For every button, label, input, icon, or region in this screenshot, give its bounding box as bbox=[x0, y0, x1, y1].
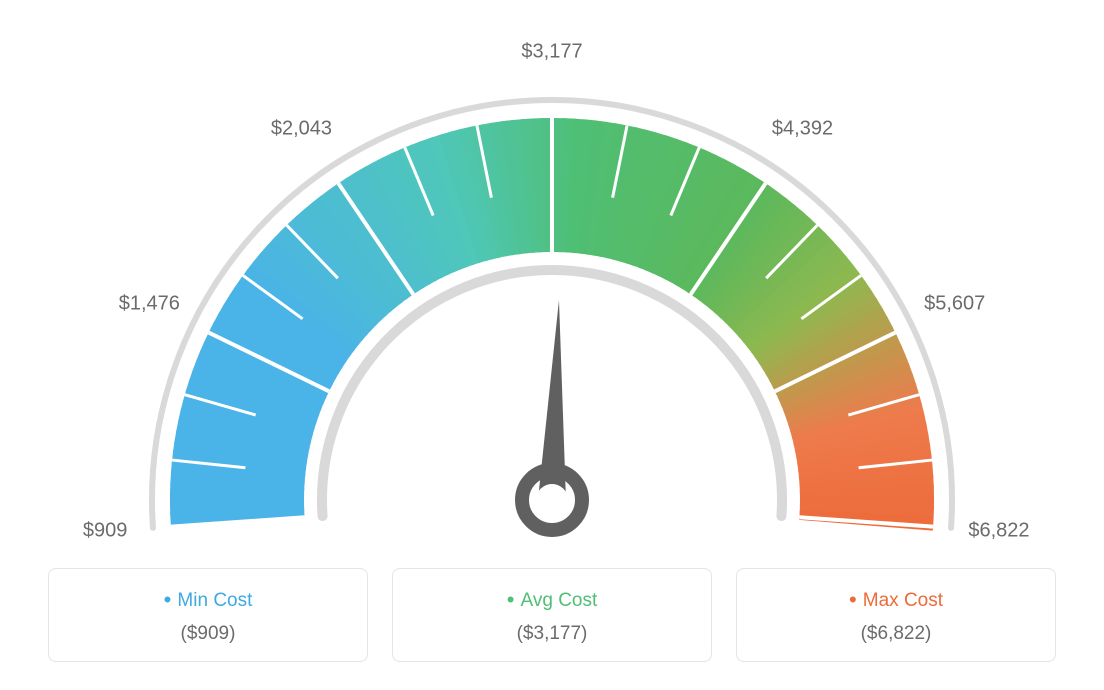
legend-avg-label: Avg Cost bbox=[393, 587, 711, 613]
legend-min-label: Min Cost bbox=[49, 587, 367, 613]
gauge-tick-label: $6,822 bbox=[968, 520, 1029, 543]
legend-row: Min Cost ($909) Avg Cost ($3,177) Max Co… bbox=[48, 568, 1056, 662]
legend-card-min: Min Cost ($909) bbox=[48, 568, 368, 662]
gauge-tick-label: $5,607 bbox=[924, 292, 985, 315]
gauge-tick-label: $3,177 bbox=[521, 41, 582, 64]
gauge-container: $909 $1,476 $2,043 $3,177 $4,392 $5,607 $6,822 bbox=[52, 30, 1052, 550]
gauge-tick-label: $4,392 bbox=[772, 117, 833, 140]
legend-card-avg: Avg Cost ($3,177) bbox=[392, 568, 712, 662]
gauge-tick-label: $1,476 bbox=[119, 292, 180, 315]
gauge-tick-label: $909 bbox=[83, 520, 128, 543]
legend-min-value: ($909) bbox=[49, 623, 367, 645]
gauge-svg bbox=[52, 30, 1052, 550]
gauge-tick-label: $2,043 bbox=[271, 117, 332, 140]
legend-max-value: ($6,822) bbox=[737, 623, 1055, 645]
legend-avg-value: ($3,177) bbox=[393, 623, 711, 645]
legend-max-label: Max Cost bbox=[737, 587, 1055, 613]
legend-card-max: Max Cost ($6,822) bbox=[736, 568, 1056, 662]
